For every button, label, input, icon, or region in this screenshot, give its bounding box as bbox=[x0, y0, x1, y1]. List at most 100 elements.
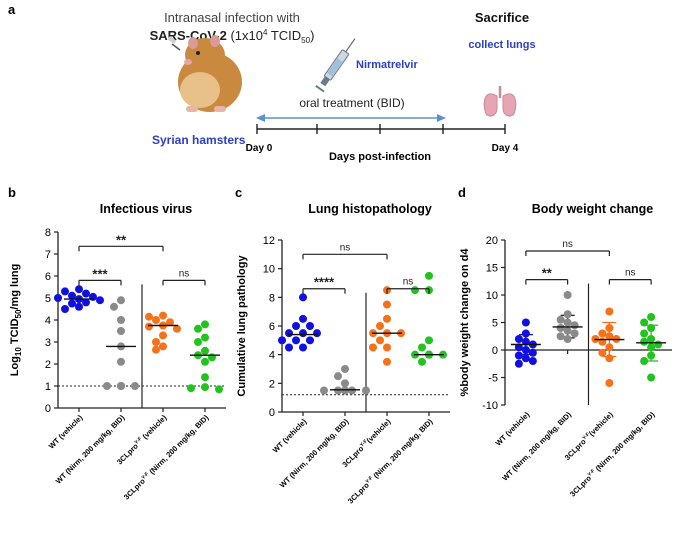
y-label-sub: 50 bbox=[14, 309, 23, 318]
data-point bbox=[521, 318, 530, 327]
data-point bbox=[173, 324, 181, 333]
y-tick-label: 10 bbox=[263, 264, 275, 276]
data-point bbox=[201, 373, 209, 382]
y-tick-label: 0 bbox=[492, 345, 498, 357]
data-point bbox=[341, 379, 349, 388]
data-point bbox=[521, 337, 530, 346]
y-tick-label: 0 bbox=[269, 407, 275, 419]
category-label-part: (vehicle) bbox=[587, 410, 615, 438]
data-point bbox=[514, 359, 523, 368]
data-point bbox=[334, 372, 342, 381]
data-point bbox=[299, 329, 307, 338]
data-point bbox=[201, 383, 209, 392]
category-label: 3CLproY-F (Nirm, 200 mg/kg, BID) bbox=[122, 413, 211, 502]
dose-subscript: 50 bbox=[301, 36, 310, 45]
data-point bbox=[376, 322, 384, 330]
data-point bbox=[647, 313, 656, 321]
data-point bbox=[131, 382, 139, 390]
data-point bbox=[341, 386, 349, 395]
data-point bbox=[110, 302, 118, 311]
data-point bbox=[605, 379, 614, 387]
data-point bbox=[201, 333, 209, 342]
y-label-part: Log bbox=[9, 356, 21, 376]
category-label-part: WT (vehicle) bbox=[47, 413, 85, 451]
category-label-sup: Y-F bbox=[581, 432, 591, 442]
data-point bbox=[103, 382, 111, 390]
data-point bbox=[292, 322, 300, 330]
y-tick-label: 2 bbox=[45, 359, 51, 371]
data-point bbox=[605, 354, 614, 363]
data-point bbox=[362, 386, 370, 395]
data-point bbox=[117, 382, 125, 390]
significance-label: *** bbox=[92, 266, 108, 281]
y-tick-label: 15 bbox=[486, 263, 498, 275]
data-point bbox=[145, 322, 153, 331]
chart-infectious-virus: b Infectious virus Log10 TCID50/mg lung 0 1 2… bbox=[8, 185, 226, 502]
significance-label: ns bbox=[625, 268, 636, 279]
data-point bbox=[521, 329, 530, 338]
data-point bbox=[556, 332, 565, 341]
category-label: WT (vehicle) bbox=[271, 417, 309, 455]
dose-exponent: 4 bbox=[263, 28, 268, 37]
y-tick-label: 6 bbox=[269, 321, 275, 333]
y-tick-label: 0 bbox=[45, 403, 51, 415]
data-point bbox=[605, 307, 614, 316]
data-point bbox=[194, 324, 202, 333]
panel-letter: b bbox=[8, 185, 16, 200]
data-point bbox=[194, 338, 202, 346]
category-label-part: (vehicle) bbox=[365, 417, 393, 445]
panel-a: a Intranasal infection with SARS-CoV-2 (… bbox=[8, 2, 536, 163]
lungs-icon bbox=[483, 86, 517, 117]
y-tick-label: 8 bbox=[269, 292, 275, 304]
data-point bbox=[563, 318, 572, 327]
data-point bbox=[201, 346, 209, 355]
y-tick-label: 5 bbox=[45, 293, 51, 305]
data-point bbox=[61, 287, 69, 296]
data-point bbox=[556, 324, 565, 332]
data-point bbox=[313, 329, 321, 338]
data-point bbox=[425, 271, 433, 280]
data-point bbox=[299, 293, 307, 302]
data-point bbox=[570, 329, 579, 338]
data-point bbox=[285, 329, 293, 338]
data-point bbox=[376, 336, 384, 345]
data-point bbox=[521, 346, 530, 354]
data-point bbox=[640, 357, 649, 365]
category-label: WT (Nirm, 200 mg/kg, BID) bbox=[278, 417, 351, 490]
data-point bbox=[514, 343, 523, 352]
data-point bbox=[348, 386, 356, 395]
data-point bbox=[563, 326, 572, 335]
data-point bbox=[514, 351, 523, 360]
data-point bbox=[152, 338, 160, 346]
y-axis-label: Cumulative lung pathology bbox=[236, 255, 248, 397]
y-tick-label: 4 bbox=[45, 315, 51, 327]
data-point bbox=[68, 291, 76, 300]
data-point bbox=[654, 340, 663, 349]
category-label-part: (vehicle) bbox=[139, 413, 169, 443]
data-point bbox=[563, 310, 572, 319]
category-label-sup: Y-F bbox=[364, 475, 374, 485]
syringe-icon bbox=[315, 38, 356, 93]
y-label-part: TCID bbox=[9, 318, 21, 347]
y-label-sub: 10 bbox=[14, 347, 23, 356]
data-point bbox=[647, 373, 656, 382]
data-point bbox=[521, 354, 530, 363]
data-point bbox=[605, 324, 614, 332]
significance-label: ** bbox=[116, 232, 127, 247]
data-point bbox=[605, 343, 614, 352]
hamster-icon bbox=[167, 35, 242, 112]
data-point bbox=[187, 384, 195, 393]
category-label-sup: Y-F bbox=[359, 439, 369, 449]
dose-unit: TCID bbox=[267, 28, 301, 43]
y-axis-label: Log10 TCID50/mg lung bbox=[9, 264, 23, 377]
data-point bbox=[117, 327, 125, 335]
y-tick-label: 8 bbox=[45, 227, 51, 239]
dose-close: ) bbox=[310, 28, 314, 43]
data-point bbox=[570, 321, 579, 330]
panel-letter: c bbox=[235, 185, 242, 200]
animal-label: Syrian hamsters bbox=[152, 133, 246, 147]
data-point bbox=[278, 336, 286, 345]
day0-label: Day 0 bbox=[246, 143, 273, 154]
days-axis-label: Days post-infection bbox=[329, 151, 431, 163]
